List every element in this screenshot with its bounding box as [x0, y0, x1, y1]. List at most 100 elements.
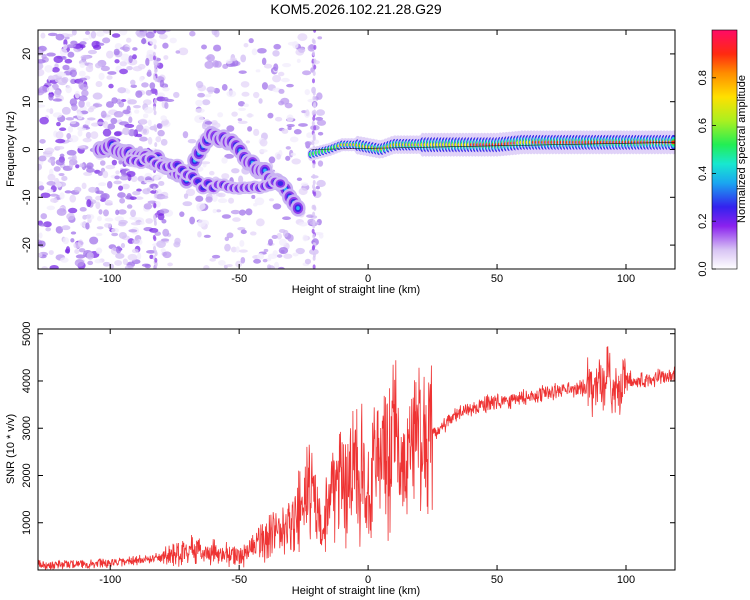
spectrogram-noise-dot	[107, 123, 116, 130]
spectrogram-noise-dot	[47, 32, 58, 37]
spectrogram-noise-dot	[164, 101, 169, 110]
spectrogram-noise-dot	[229, 57, 237, 62]
snr-panel: -100 -50 0 50 100 1000 2000 3000 4000 5000 Height…	[5, 321, 676, 597]
colorbar-tick-label: 0.8	[697, 70, 709, 85]
spectrogram-noise-dot	[58, 172, 65, 177]
spectrogram-noise-dot	[218, 259, 226, 266]
spectrogram-noise-dot	[241, 91, 250, 97]
spectrogram-noise-dot	[224, 243, 231, 252]
spectrogram-noise-dot	[147, 119, 152, 127]
snr-ticks: -100 -50 0 50 100 1000 2000 3000 4000 5000	[21, 321, 675, 586]
spectrogram-noise-dot	[144, 263, 151, 269]
spectrogram-streak-dot	[313, 58, 317, 64]
spectrogram-noise-dot	[230, 209, 241, 215]
spectrogram-noise-dot	[317, 131, 324, 136]
spectrogram-noise-dot	[204, 94, 212, 98]
spectrogram-noise-dot	[185, 188, 196, 197]
spectrogram-noise-dot	[273, 43, 281, 50]
spectrogram-noise-dot	[272, 74, 282, 83]
spectrogram-noise-dot	[235, 260, 243, 268]
spectrogram-noise-dot	[274, 116, 283, 122]
spectrogram-noise-dot	[77, 145, 86, 149]
spectrogram-noise-dot	[95, 81, 103, 88]
spectrogram-noise-dot	[46, 205, 56, 211]
spectrogram-noise-dot	[71, 154, 77, 162]
spectrogram-noise-dot	[69, 120, 77, 125]
spectrogram-ridge-blob	[296, 206, 300, 211]
spectrogram-streak-dot	[313, 44, 317, 50]
spectrogram-noise-dot	[209, 170, 215, 176]
spectrogram-streak-dot	[152, 105, 156, 111]
spectrogram-heatmap	[38, 30, 675, 269]
spectrogram-noise-dot	[74, 90, 81, 99]
spectrogram-noise-dot	[174, 237, 181, 245]
spectrogram-noise-dot	[118, 221, 127, 227]
spectrogram-xtick-label: 0	[365, 273, 371, 285]
spectrogram-noise-dot	[254, 197, 265, 206]
spectrogram-noise-dot	[51, 83, 59, 90]
spectrogram-noise-dot	[64, 190, 72, 194]
spectrogram-ytick-label: 10	[21, 96, 33, 108]
spectrogram-noise-dot	[38, 59, 46, 64]
spectrogram-noise-dot	[121, 98, 127, 102]
spectrogram-noise-dot	[69, 69, 77, 78]
spectrogram-noise-dot	[38, 181, 44, 186]
spectrogram-noise-dot	[46, 189, 54, 193]
spectrogram-noise-dot	[47, 173, 56, 181]
spectrogram-noise-dot	[267, 112, 274, 119]
spectrogram-noise-dot	[195, 81, 204, 89]
spectrogram-noise-dot	[79, 62, 86, 68]
spectrogram-noise-dot	[316, 179, 326, 188]
spectrogram-noise-dot	[194, 108, 205, 114]
spectrogram-noise-dot	[131, 248, 139, 254]
spectrogram-noise-dot	[70, 238, 75, 243]
spectrogram-noise-dot	[309, 44, 315, 50]
spectrogram-noise-dot	[221, 214, 232, 219]
spectrogram-noise-dot	[293, 129, 302, 135]
spectrogram-streak-dot	[312, 244, 316, 250]
snr-xtick-label: 0	[365, 574, 371, 586]
spectrogram-noise-dot	[95, 201, 101, 210]
spectrogram-noise-dot	[240, 54, 247, 63]
spectrogram-noise-dot	[183, 193, 189, 199]
spectrogram-noise-dot	[305, 109, 310, 117]
spectrogram-noise-dot	[107, 71, 117, 75]
spectrogram-noise-dot	[272, 250, 278, 257]
spectrogram-noise-dot	[179, 211, 185, 217]
spectrogram-streak-dot	[313, 109, 317, 115]
spectrogram-ytick-label: 20	[21, 48, 33, 60]
spectrogram-noise-dot	[261, 57, 267, 66]
spectrogram-noise-dot	[195, 99, 203, 107]
spectrogram-noise-dot	[213, 30, 220, 38]
spectrogram-noise-dot	[38, 163, 43, 171]
spectrogram-noise-dot	[70, 78, 77, 84]
spectrogram-noise-dot	[130, 79, 136, 86]
spectrogram-noise-dot	[194, 115, 204, 123]
spectrogram-noise-dot	[90, 131, 99, 139]
spectrogram-noise-dot	[81, 182, 87, 190]
spectrogram-noise-dot	[86, 251, 94, 260]
spectrogram-noise-dot	[122, 127, 130, 136]
spectrogram-noise-dot	[308, 248, 319, 255]
snr-ytick-label: 2000	[21, 463, 33, 487]
spectrogram-noise-dot	[59, 127, 67, 132]
spectrogram-noise-dot	[136, 124, 144, 132]
spectrogram-noise-dot	[268, 238, 273, 246]
spectrogram-noise-dot	[85, 65, 94, 73]
spectrogram-noise-dot	[257, 47, 267, 54]
spectrogram-noise-dot	[82, 214, 88, 220]
spectrogram-noise-dot	[292, 40, 299, 49]
spectrogram-noise-dot	[197, 219, 206, 228]
spectrogram-noise-dot	[120, 243, 126, 249]
spectrogram-noise-dot	[65, 246, 71, 254]
spectrogram-streak-dot	[311, 38, 315, 44]
spectrogram-noise-dot	[211, 194, 218, 202]
spectrogram-noise-dot	[75, 254, 86, 259]
spectrogram-noise-dot	[38, 185, 45, 191]
spectrogram-noise-dot	[135, 90, 143, 98]
spectrogram-noise-dot	[226, 232, 234, 239]
spectrogram-streak-dot	[153, 30, 157, 34]
spectrogram-noise-dot	[61, 76, 69, 83]
spectrogram-noise-dot	[277, 266, 285, 269]
